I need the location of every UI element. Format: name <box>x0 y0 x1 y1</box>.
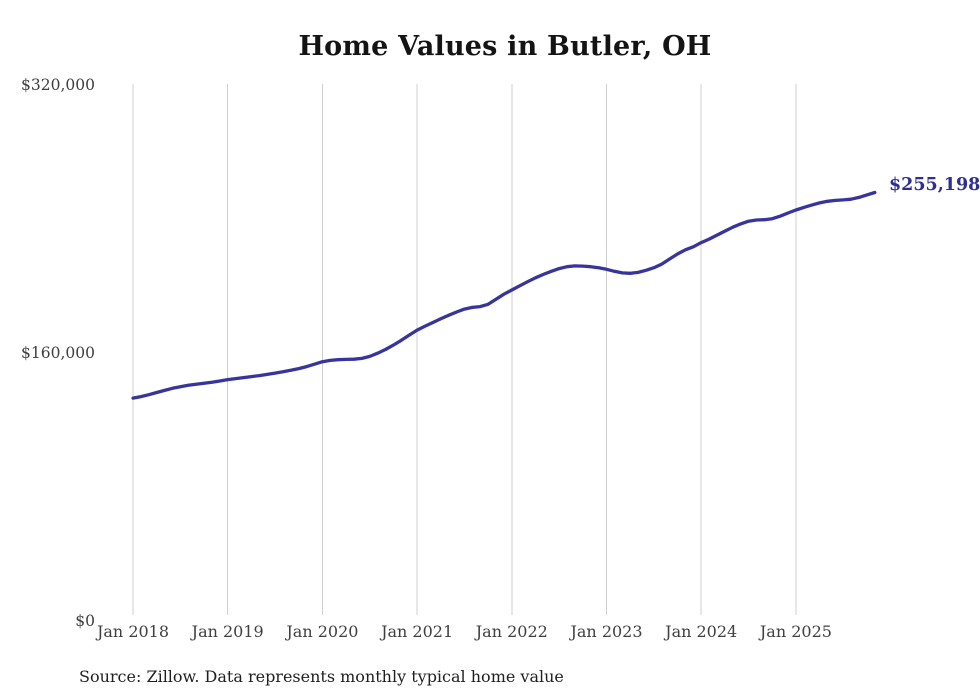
x-tick-label: Jan 2018 <box>96 622 170 641</box>
x-tick-label: Jan 2023 <box>570 622 643 641</box>
x-tick-label: Jan 2025 <box>759 622 832 641</box>
y-tick-label: $320,000 <box>21 76 95 94</box>
chart-title: Home Values in Butler, OH <box>298 31 712 62</box>
x-tick-label: Jan 2020 <box>286 622 359 641</box>
latest-value-label: $255,198 <box>889 175 980 195</box>
home-value-line <box>131 190 877 400</box>
y-tick-label: $0 <box>75 612 95 630</box>
y-tick-label: $160,000 <box>21 344 95 362</box>
x-tick-label: Jan 2019 <box>191 622 264 641</box>
source-note: Source: Zillow. Data represents monthly … <box>79 667 564 686</box>
x-tick-label: Jan 2021 <box>381 622 454 641</box>
x-tick-label: Jan 2024 <box>665 622 738 641</box>
x-tick-label: Jan 2022 <box>475 622 548 641</box>
